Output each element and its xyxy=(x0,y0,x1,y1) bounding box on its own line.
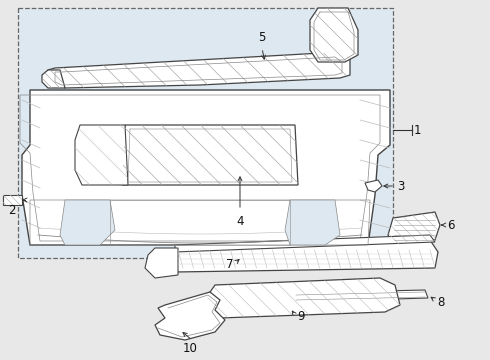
Polygon shape xyxy=(285,200,340,245)
Polygon shape xyxy=(388,212,440,245)
Polygon shape xyxy=(295,290,428,302)
Polygon shape xyxy=(60,200,115,245)
Text: 8: 8 xyxy=(437,296,444,309)
Text: 7: 7 xyxy=(225,258,233,271)
Polygon shape xyxy=(122,125,298,185)
Text: 1: 1 xyxy=(414,123,421,136)
Text: 4: 4 xyxy=(236,215,244,228)
Polygon shape xyxy=(365,180,382,192)
Polygon shape xyxy=(145,248,178,278)
Polygon shape xyxy=(48,52,350,88)
Text: 3: 3 xyxy=(397,180,404,193)
Polygon shape xyxy=(310,8,358,62)
Text: 10: 10 xyxy=(183,342,197,355)
Polygon shape xyxy=(75,125,128,185)
Polygon shape xyxy=(175,235,435,252)
Text: 6: 6 xyxy=(447,219,455,231)
Polygon shape xyxy=(155,292,225,340)
Polygon shape xyxy=(3,195,22,205)
Polygon shape xyxy=(42,70,65,88)
Text: 2: 2 xyxy=(8,203,16,216)
Polygon shape xyxy=(205,278,400,318)
Text: 5: 5 xyxy=(258,31,266,44)
Text: 9: 9 xyxy=(297,310,304,323)
Bar xyxy=(18,8,393,258)
Polygon shape xyxy=(168,240,438,272)
Polygon shape xyxy=(22,90,390,245)
